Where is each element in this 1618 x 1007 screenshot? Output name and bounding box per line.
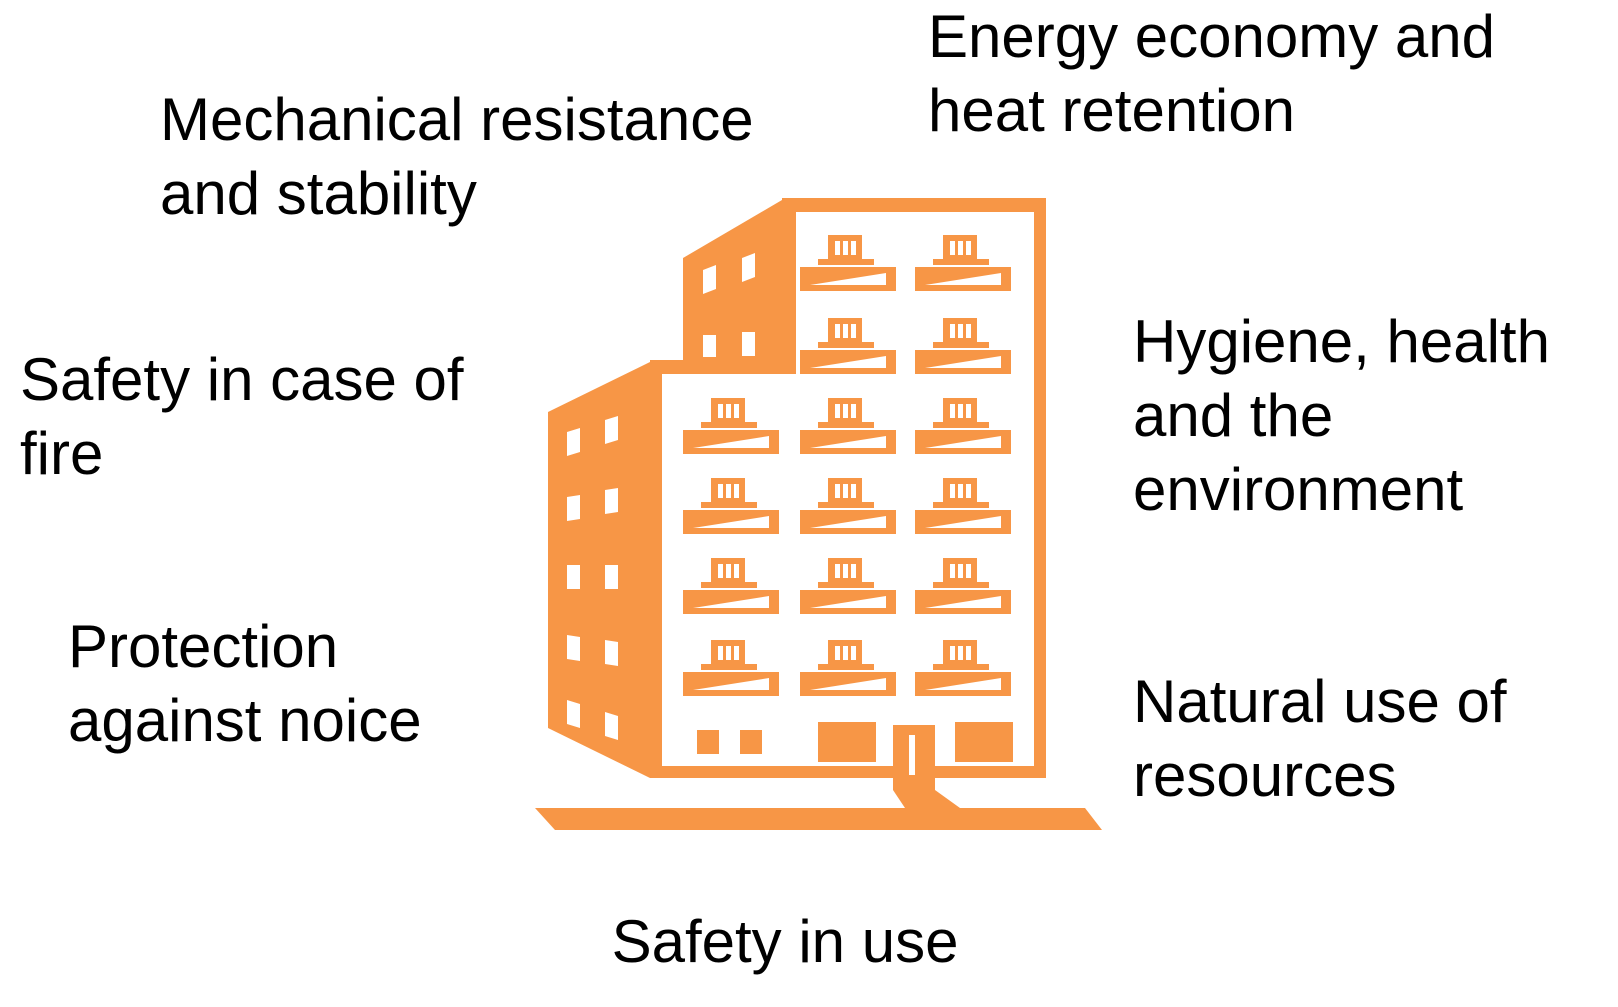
label-line: Safety in case of — [20, 346, 464, 413]
diagram: Energy economy and heat retention Mechanic… — [0, 0, 1618, 1007]
label-line: Natural use of — [1133, 668, 1507, 735]
label: Safety in use — [612, 908, 959, 975]
label-line: resources — [1133, 742, 1396, 809]
label-line: Safety in use — [612, 908, 959, 975]
label: Protection against noice — [68, 613, 422, 754]
label-line: and the — [1133, 382, 1333, 449]
label-line: Energy economy and — [928, 3, 1495, 70]
label: Hygiene, health and the environment — [1133, 308, 1550, 523]
building-icon — [535, 198, 1102, 830]
label-line: and stability — [160, 160, 477, 227]
label-line: Mechanical resistance — [160, 86, 754, 153]
label-line: environment — [1133, 456, 1464, 523]
label-line: Hygiene, health — [1133, 308, 1550, 375]
label: Mechanical resistance and stability — [160, 86, 754, 227]
label-line: Protection — [68, 613, 338, 680]
label: Safety in case of fire — [20, 346, 464, 487]
label: Natural use of resources — [1133, 668, 1507, 809]
label-line: heat retention — [928, 77, 1295, 144]
label: Energy economy and heat retention — [928, 3, 1495, 144]
label-line: against noice — [68, 687, 422, 754]
label-line: fire — [20, 420, 103, 487]
